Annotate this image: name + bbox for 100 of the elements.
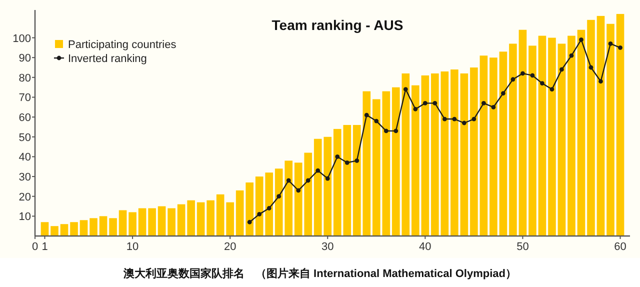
bar xyxy=(518,30,527,236)
bar xyxy=(480,56,488,236)
point xyxy=(500,91,506,96)
point xyxy=(247,220,252,224)
bar xyxy=(226,202,234,236)
point xyxy=(432,100,438,106)
bar xyxy=(606,24,614,236)
point xyxy=(569,53,574,58)
point xyxy=(579,38,584,42)
bar xyxy=(168,208,176,236)
y-tick-label: 10 xyxy=(18,211,31,224)
point xyxy=(588,65,594,70)
bar xyxy=(90,218,98,236)
point xyxy=(276,194,282,199)
point xyxy=(550,87,554,92)
bar xyxy=(450,69,458,236)
bar xyxy=(206,200,214,236)
point xyxy=(266,206,272,210)
point xyxy=(422,100,428,106)
point xyxy=(296,188,301,193)
bar xyxy=(470,67,478,236)
point xyxy=(520,71,525,76)
bar xyxy=(187,200,195,236)
y-tick-label: 90 xyxy=(18,52,31,65)
point xyxy=(442,116,447,122)
bar xyxy=(587,20,595,236)
bar xyxy=(148,208,156,236)
point xyxy=(354,158,360,163)
legend-label: Participating countries xyxy=(68,39,177,51)
bar xyxy=(255,176,264,236)
bar xyxy=(138,208,146,236)
point xyxy=(403,87,408,92)
bar xyxy=(440,71,449,236)
text: Team ranking - AUS xyxy=(272,17,404,33)
x-tick-label: 50 xyxy=(516,241,529,253)
x-tick-label: 40 xyxy=(419,241,432,253)
bar xyxy=(558,44,566,236)
text: 澳大利亚奥数国家队排名 （图片来自 International Mathematical Olympiad） xyxy=(122,267,516,280)
point xyxy=(286,178,291,183)
x-tick-label: 20 xyxy=(224,241,236,253)
bar xyxy=(412,85,420,236)
bar xyxy=(118,210,127,236)
point xyxy=(618,45,622,50)
y-tick-label: 30 xyxy=(18,172,31,184)
point xyxy=(316,168,320,173)
bar xyxy=(460,73,468,236)
bar xyxy=(216,194,224,236)
bar xyxy=(109,218,117,236)
bar xyxy=(70,222,78,236)
bar xyxy=(490,58,498,236)
y-tick-label: 80 xyxy=(18,72,31,84)
x-tick-label: 1 xyxy=(42,241,48,253)
bar xyxy=(431,73,439,236)
bar xyxy=(499,52,508,236)
point xyxy=(384,128,388,134)
bar xyxy=(538,36,546,236)
point xyxy=(344,160,350,165)
point xyxy=(306,178,310,183)
point xyxy=(540,81,544,86)
point xyxy=(510,77,516,82)
point xyxy=(325,176,330,181)
bar xyxy=(80,220,88,236)
point xyxy=(394,128,398,134)
y-tick-label: 50 xyxy=(18,132,31,144)
bar xyxy=(50,226,58,236)
x-tick-label: 30 xyxy=(322,241,334,253)
bar xyxy=(196,202,205,236)
point xyxy=(560,67,564,72)
point xyxy=(257,212,262,216)
point xyxy=(608,42,613,46)
point xyxy=(452,116,457,122)
point xyxy=(374,118,379,124)
point xyxy=(462,120,466,126)
y-tick-label: 40 xyxy=(18,152,31,164)
y-tick-label: 100 xyxy=(12,32,31,45)
bar xyxy=(509,44,517,236)
point xyxy=(413,106,418,112)
point xyxy=(481,100,486,106)
point xyxy=(598,79,603,84)
bar xyxy=(60,224,68,236)
bar xyxy=(568,36,576,236)
bar xyxy=(528,46,536,236)
bar xyxy=(402,73,410,236)
bar xyxy=(616,14,624,236)
y-tick-label: 20 xyxy=(18,191,31,204)
y-tick-label: 60 xyxy=(18,112,31,124)
y-tick-label: 70 xyxy=(18,92,31,104)
bar xyxy=(596,16,605,236)
legend-label: Inverted ranking xyxy=(68,53,147,65)
x-tick-label: 60 xyxy=(614,241,626,253)
x-tick-label: 0 xyxy=(32,241,38,253)
bar xyxy=(246,182,254,236)
bar xyxy=(265,172,273,236)
point xyxy=(530,73,535,78)
point xyxy=(491,104,496,110)
bar xyxy=(236,190,244,236)
bar xyxy=(40,222,49,236)
point xyxy=(364,112,369,118)
bar xyxy=(392,87,400,236)
bar xyxy=(99,216,108,236)
